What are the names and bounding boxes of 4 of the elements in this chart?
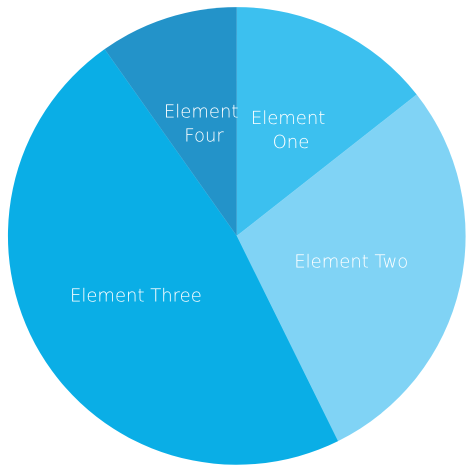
- slice-label: Element One: [250, 108, 326, 153]
- slice-label: Element Two: [294, 251, 408, 272]
- slice-label: Element Four: [164, 102, 238, 147]
- slice-label: Element Three: [70, 285, 202, 306]
